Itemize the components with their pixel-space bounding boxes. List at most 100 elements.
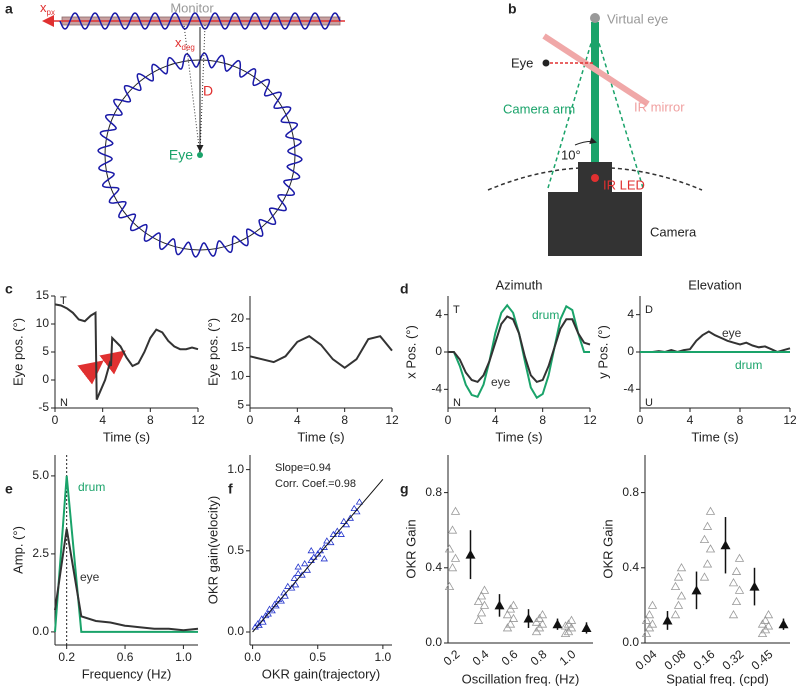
x-tick-label: 0.5: [309, 650, 326, 664]
point: [284, 582, 292, 589]
y-tick-label: 1.0: [227, 462, 244, 476]
y-axis-label: OKR gain(velocity): [205, 496, 220, 604]
panel-label: c: [5, 281, 13, 297]
point: [290, 574, 299, 581]
point: [346, 514, 355, 521]
point: [479, 585, 490, 594]
y-axis-label: y Pos. (°): [595, 325, 610, 379]
point: [476, 591, 487, 600]
point: [329, 530, 338, 537]
y-tick-label: 15: [36, 288, 50, 302]
y-tick-label: 20: [231, 311, 245, 325]
label: D: [203, 83, 213, 99]
label: px: [47, 8, 55, 17]
point: [676, 562, 687, 572]
point: [298, 571, 306, 578]
ir-led-dot: [591, 174, 599, 182]
y-tick-label: 5: [42, 344, 49, 358]
x-tick-label: 0: [247, 413, 254, 427]
label: Monitor: [170, 0, 214, 15]
y-tick-label: 0.4: [425, 560, 442, 574]
annotation: T: [60, 295, 67, 307]
point: [734, 585, 745, 594]
label: Eye: [511, 55, 533, 70]
series-label: drum: [735, 358, 762, 372]
point: [705, 506, 716, 515]
point: [537, 609, 548, 619]
y-tick-label: 0: [435, 344, 442, 358]
x-axis-label: Time (s): [103, 429, 150, 444]
y-tick-label: 0.8: [425, 485, 442, 499]
point: [673, 600, 684, 609]
point: [673, 572, 684, 581]
mean-marker: [749, 581, 760, 591]
diagram-a: Monitor xpx xdeg D Eye: [40, 0, 345, 258]
point: [508, 600, 519, 609]
camera-body: [548, 192, 642, 256]
series-label: eye: [80, 570, 100, 584]
x-tick-label: 1.0: [375, 650, 392, 664]
panel-label: f: [228, 481, 233, 497]
x-tick-label: 12: [191, 413, 205, 427]
series-line: [54, 475, 198, 633]
x-axis-label: Oscillation freq. (Hz): [462, 671, 580, 686]
point: [647, 600, 658, 609]
y-axis-label: Eye pos. (°): [10, 318, 25, 386]
y-axis-label: Amp. (°): [10, 526, 25, 574]
annotation: T: [453, 304, 460, 316]
y-axis-label: x Pos. (°): [403, 325, 418, 379]
x-axis-label: Time (s): [297, 429, 344, 444]
x-tick-label: 1.0: [175, 650, 192, 664]
point: [644, 609, 655, 619]
x-axis-label: Spatial freq. (cpd): [666, 671, 769, 686]
point: [670, 581, 681, 590]
x-tick-label: 0: [445, 413, 452, 427]
point: [734, 553, 745, 562]
ir-mirror: [542, 33, 650, 107]
y-tick-label: 0: [42, 372, 49, 386]
x-tick-label: 0.2: [58, 650, 75, 664]
chart-title: Elevation: [688, 277, 741, 292]
sight-line: [183, 24, 201, 156]
drum-arc: [487, 166, 703, 191]
x-tick-label: 0.6: [117, 650, 134, 664]
panel-label: b: [508, 1, 517, 17]
x-tick-label: 0.0: [244, 650, 261, 664]
label: Virtual eye: [607, 11, 668, 26]
mean-marker: [720, 540, 731, 550]
point: [763, 609, 774, 619]
y-tick-label: 5: [237, 397, 244, 411]
y-tick-label: 5.0: [32, 468, 49, 482]
y-tick-label: 10: [231, 369, 245, 383]
y-tick-label: 0.4: [622, 560, 639, 574]
point: [355, 498, 364, 505]
x-tick-label: 4: [492, 413, 499, 427]
x-tick-label: 0.8: [528, 647, 550, 669]
x-axis-label: Time (s): [495, 429, 542, 444]
panel-label: e: [5, 481, 13, 497]
point: [294, 569, 302, 576]
point: [705, 544, 716, 553]
y-tick-label: 4: [435, 307, 442, 321]
chart-title: Azimuth: [496, 277, 543, 292]
point: [702, 521, 713, 530]
point: [473, 615, 484, 624]
y-axis-label: OKR Gain: [403, 519, 418, 578]
x-tick-label: 0.4: [470, 647, 492, 669]
point: [537, 619, 548, 628]
x-tick-label: 0.45: [749, 647, 776, 673]
x-tick-label: 12: [583, 413, 597, 427]
x-tick-label: 12: [783, 413, 796, 427]
point: [702, 559, 713, 568]
x-tick-label: 4: [294, 413, 301, 427]
point: [763, 621, 774, 630]
x-tick-label: 0.08: [662, 647, 689, 673]
mean-marker: [494, 600, 505, 610]
y-axis-label: OKR Gain: [600, 519, 615, 578]
point: [728, 578, 739, 587]
x-tick-label: 8: [341, 413, 348, 427]
eye-dot: [197, 152, 203, 158]
sight-line: [199, 24, 206, 156]
point: [450, 506, 461, 515]
y-tick-label: 0.8: [622, 485, 639, 499]
